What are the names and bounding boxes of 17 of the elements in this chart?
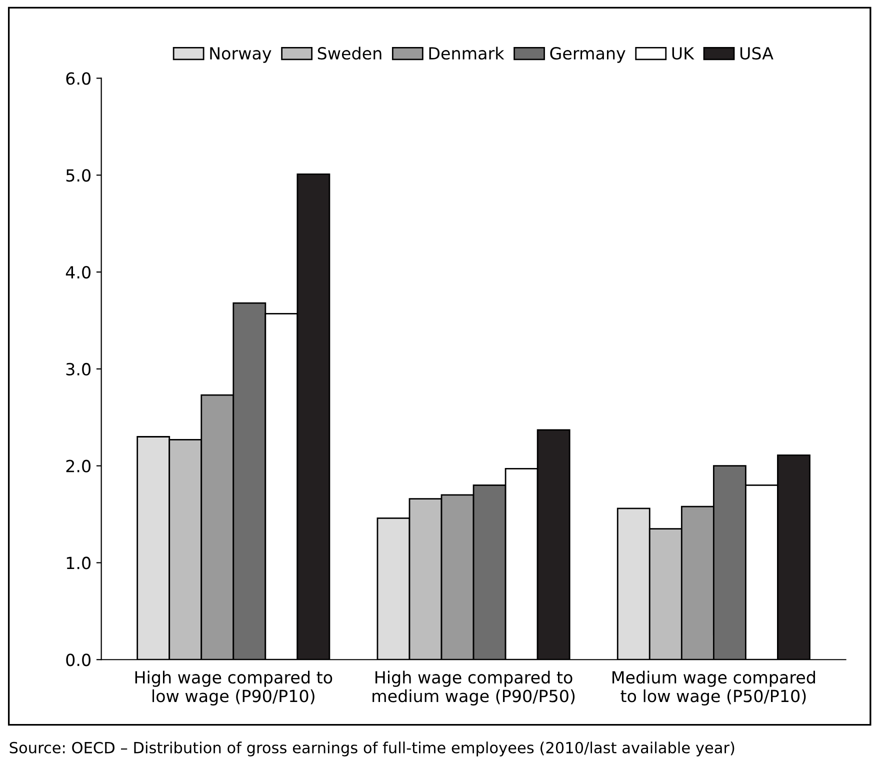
x-tick-label: High wage compared to low wage (P90/P10) xyxy=(135,670,332,706)
y-tick-label: 4.0 xyxy=(66,266,90,279)
legend-label: UK xyxy=(672,47,694,60)
y-tick-label: 1.0 xyxy=(66,556,90,570)
y-tick-label: 2.0 xyxy=(66,460,90,472)
source-note: Source: OECD – Distribution of gross earnings of full-time employees (2010/last available year) xyxy=(10,742,734,756)
legend-label: Denmark xyxy=(429,46,504,60)
y-tick-label: 3.0 xyxy=(66,362,90,376)
y-tick-label: 0.0 xyxy=(66,654,90,666)
legend-label: USA xyxy=(740,47,774,60)
legend-label: Sweden xyxy=(318,46,382,60)
legend-label: Norway xyxy=(210,47,272,63)
y-tick-label: 5.0 xyxy=(66,169,90,182)
x-tick-label: Medium wage compared to low wage (P50/P10) xyxy=(612,670,815,706)
legend-label: Germany xyxy=(550,47,626,63)
y-tick-label: 6.0 xyxy=(66,72,90,85)
x-tick-label: High wage compared to medium wage (P90/P50) xyxy=(372,670,575,706)
